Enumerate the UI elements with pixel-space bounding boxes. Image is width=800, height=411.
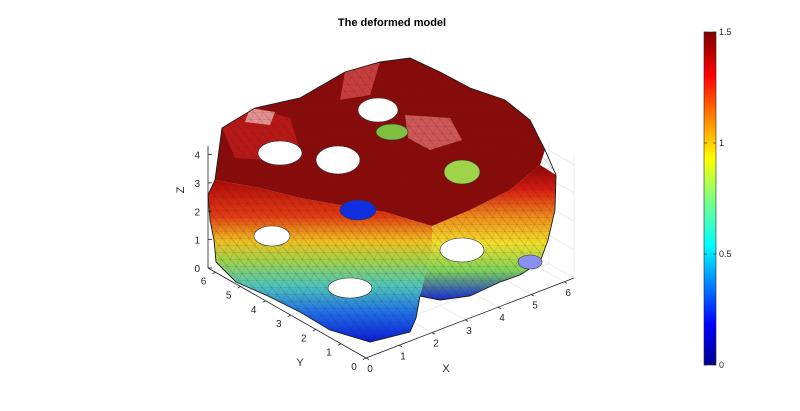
y-tick [287, 314, 291, 318]
colorbar-tick-label: 1.5 [719, 27, 732, 37]
pore-hole [439, 237, 485, 263]
y-tick [237, 286, 241, 289]
y-tick-label: 5 [226, 291, 232, 302]
x-tick-label: 0 [367, 364, 373, 375]
pore-hole [327, 277, 373, 299]
y-tick [312, 329, 317, 332]
x-tick-label: 3 [466, 326, 472, 337]
y-tick-label: 1 [326, 348, 332, 359]
pore-hole [375, 123, 409, 141]
z-tick-label: 3 [194, 179, 200, 190]
x-tick-label: 5 [532, 301, 538, 312]
colorbar: 0 0.5 1 1.5 [703, 27, 732, 370]
colorbar-tick-label: 0 [719, 360, 724, 370]
pore-hole [315, 145, 361, 175]
y-tick-label: 6 [201, 276, 207, 287]
x-tick-label: 6 [565, 288, 571, 299]
y-tick-label: 2 [301, 333, 307, 344]
pore-hole [253, 225, 291, 247]
deformed-surface [207, 57, 557, 343]
colorbar-tick-label: 1 [719, 138, 724, 148]
x-tick [431, 332, 436, 335]
x-axis-line [365, 277, 575, 359]
y-tick-label: 0 [351, 362, 357, 373]
colorbar-tick-label: 0.5 [719, 249, 732, 259]
pore-hole [357, 97, 399, 123]
x-tick [398, 344, 403, 348]
z-tick-label: 2 [194, 207, 200, 218]
y-tick-label: 3 [276, 319, 282, 330]
pore-hole [443, 159, 481, 185]
y-tick [262, 300, 266, 303]
x-tick [464, 319, 469, 322]
y-tick [337, 343, 342, 346]
pore-hole [339, 199, 377, 221]
x-tick [530, 294, 535, 297]
y-axis-label: Y [296, 357, 304, 369]
x-axis-label: X [442, 363, 450, 375]
x-tick-label: 1 [400, 351, 406, 362]
x-tick [497, 306, 502, 310]
pore-hole [517, 254, 543, 270]
z-tick-label: 4 [194, 151, 200, 162]
z-tick-label: 1 [194, 236, 200, 247]
z-tick-label: 0 [194, 264, 200, 275]
pore-hole [257, 140, 303, 166]
y-tick [212, 271, 216, 275]
x-tick-label: 2 [433, 339, 439, 350]
chart-title: The deformed model [338, 17, 446, 29]
z-axis-label: Z [175, 186, 187, 193]
y-tick-label: 4 [251, 305, 257, 316]
y-axis-line [207, 267, 367, 359]
x-tick [563, 281, 568, 284]
y-tick [362, 357, 367, 360]
x-tick-label: 4 [499, 313, 505, 324]
x-tick [365, 357, 370, 360]
